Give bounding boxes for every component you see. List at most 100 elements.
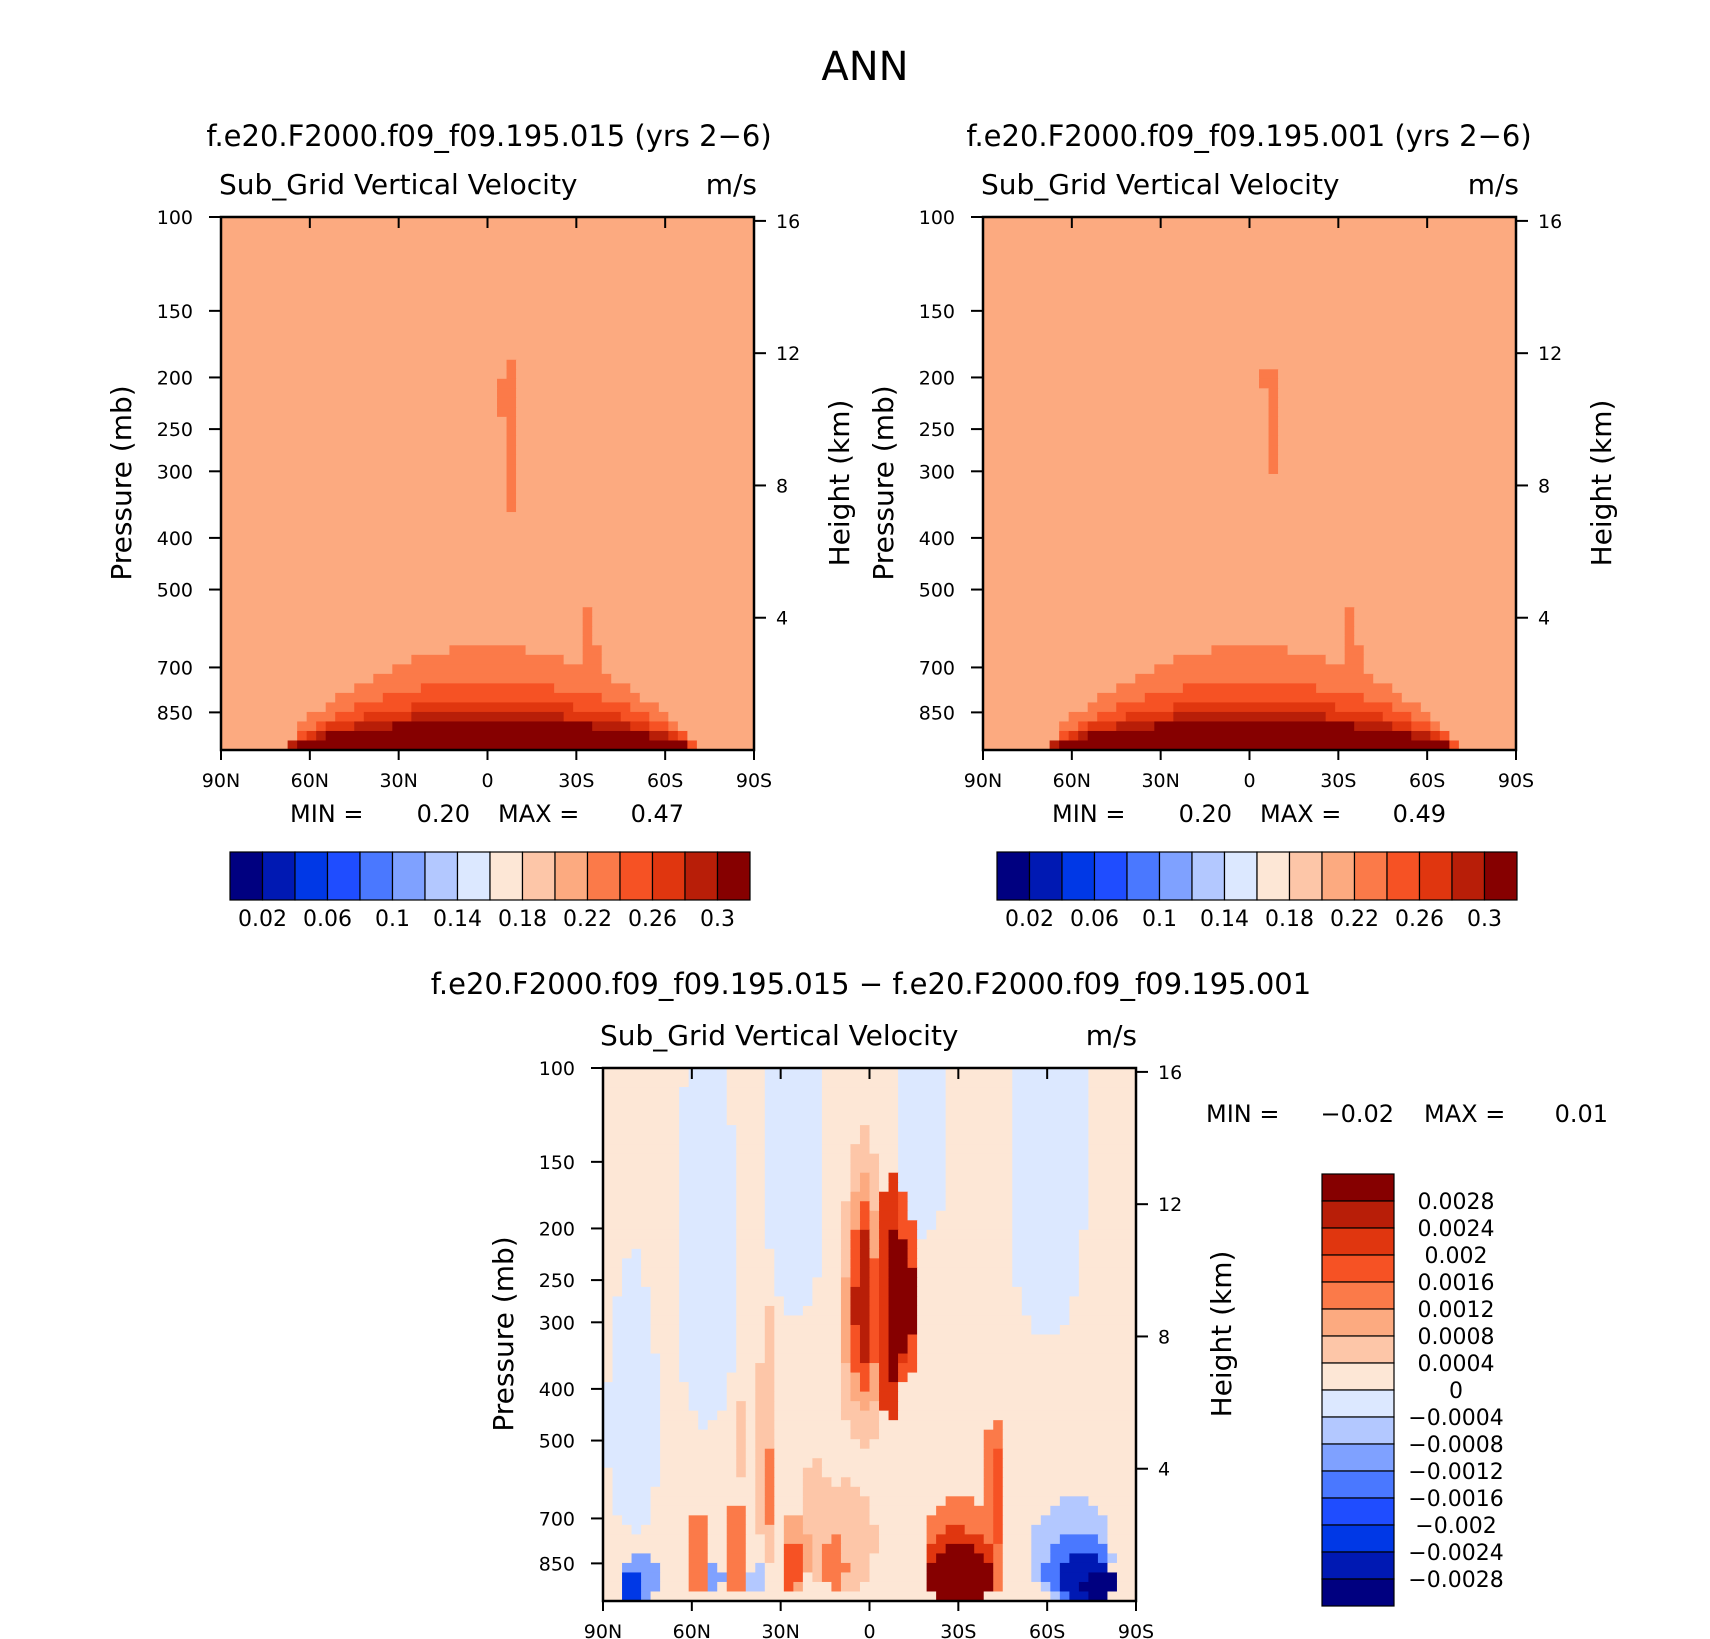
field-cell xyxy=(774,1486,804,1497)
colorbar-box xyxy=(1321,1227,1395,1256)
field-cell xyxy=(755,1524,775,1535)
field-cell xyxy=(926,1572,994,1583)
field-cell xyxy=(1344,607,1355,618)
field-cell xyxy=(622,1277,642,1288)
field-cell xyxy=(736,1172,766,1183)
field-cell xyxy=(774,1324,842,1336)
field-cell xyxy=(945,1524,966,1535)
field-cell xyxy=(603,1448,661,1459)
field-cell xyxy=(869,1277,880,1288)
pressure-tick-label: 100 xyxy=(919,207,955,229)
field-cell xyxy=(840,1410,880,1421)
field-cell xyxy=(1040,1572,1061,1583)
field-cell xyxy=(603,1068,690,1079)
field-cell xyxy=(1078,1581,1118,1593)
field-cell xyxy=(983,740,1051,751)
field-cell xyxy=(764,1572,785,1583)
field-cell xyxy=(1031,1324,1061,1336)
field-cell xyxy=(688,1562,709,1574)
field-cell xyxy=(745,1401,756,1412)
field-cell xyxy=(802,1581,833,1593)
field-cell xyxy=(812,1572,823,1583)
field-cell xyxy=(1278,435,1517,447)
field-cell xyxy=(859,1353,871,1364)
field-cell xyxy=(603,1572,623,1583)
colorbar-box xyxy=(554,851,589,901)
field-cell xyxy=(603,1277,623,1288)
pressure-tick-label: 100 xyxy=(157,207,193,229)
field-cell xyxy=(774,1258,823,1269)
field-cell xyxy=(869,1363,880,1374)
field-cell xyxy=(1173,702,1336,713)
field-cell xyxy=(679,1363,737,1374)
field-cell xyxy=(1344,654,1365,665)
field-cell xyxy=(603,1543,690,1555)
field-cell xyxy=(983,559,1517,570)
field-cell xyxy=(612,1315,652,1326)
field-cell xyxy=(850,1267,861,1278)
field-cell xyxy=(582,654,603,665)
field-cell xyxy=(945,1182,1013,1193)
field-cell xyxy=(745,1420,756,1431)
field-cell xyxy=(907,1334,918,1345)
field-cell xyxy=(1439,730,1450,742)
field-cell xyxy=(1059,1581,1080,1593)
latitude-tick-label: 90S xyxy=(1118,1621,1154,1639)
colorbar-box xyxy=(229,851,264,901)
field-cell xyxy=(620,711,650,723)
field-cell xyxy=(945,1087,1013,1098)
field-cell xyxy=(707,1534,728,1545)
field-cell xyxy=(1088,1163,1137,1174)
field-cell xyxy=(983,702,1089,713)
field-cell xyxy=(983,321,1517,332)
field-cell xyxy=(516,426,755,437)
field-cell xyxy=(907,1344,918,1355)
field-cell xyxy=(898,1096,947,1107)
colorbar-box xyxy=(1321,1416,1395,1445)
field-cell xyxy=(821,1543,842,1555)
field-cell xyxy=(983,226,1517,237)
colorbar-box xyxy=(619,851,654,901)
field-cell xyxy=(945,1172,1013,1183)
field-cell xyxy=(603,1486,614,1497)
field-cell xyxy=(641,1581,661,1593)
latitude-tick-label: 30N xyxy=(1141,770,1179,792)
field-cell xyxy=(582,626,593,637)
field-cell xyxy=(859,1220,871,1231)
field-cell xyxy=(726,1077,766,1088)
pressure-tick-label: 250 xyxy=(157,419,193,441)
field-cell xyxy=(774,1334,842,1345)
field-cell xyxy=(859,1401,871,1412)
latitude-tick-label: 30N xyxy=(379,770,417,792)
field-cell xyxy=(1097,711,1127,723)
field-cell xyxy=(603,1229,680,1240)
field-cell xyxy=(679,1315,737,1326)
field-cell xyxy=(221,397,498,408)
pressure-tick-label: 700 xyxy=(919,657,955,679)
field-cell xyxy=(774,1305,785,1317)
field-cell xyxy=(1088,1572,1118,1583)
field-cell xyxy=(221,369,508,380)
field-cell xyxy=(1325,654,1346,665)
field-cell xyxy=(850,1191,871,1202)
colorbar-label: 0.18 xyxy=(1265,907,1314,932)
field-cell xyxy=(936,1220,1013,1231)
field-cell xyxy=(1002,1581,1042,1593)
field-cell xyxy=(879,1153,899,1164)
field-cell xyxy=(221,473,508,485)
field-cell xyxy=(936,1210,1013,1221)
field-cell xyxy=(879,1191,899,1202)
field-cell xyxy=(840,1344,852,1355)
height-tick-label: 12 xyxy=(1158,1194,1182,1216)
field-cell xyxy=(917,1229,928,1240)
field-cell xyxy=(1087,721,1117,732)
field-cell xyxy=(354,702,412,713)
field-cell xyxy=(603,1534,690,1545)
height-tick-label: 4 xyxy=(1158,1459,1170,1481)
field-cell xyxy=(650,1553,690,1564)
control-plot-field xyxy=(983,217,1517,751)
field-cell xyxy=(601,692,641,704)
field-cell xyxy=(898,1353,909,1364)
field-cell xyxy=(1078,1239,1137,1250)
field-cell xyxy=(726,1096,766,1107)
